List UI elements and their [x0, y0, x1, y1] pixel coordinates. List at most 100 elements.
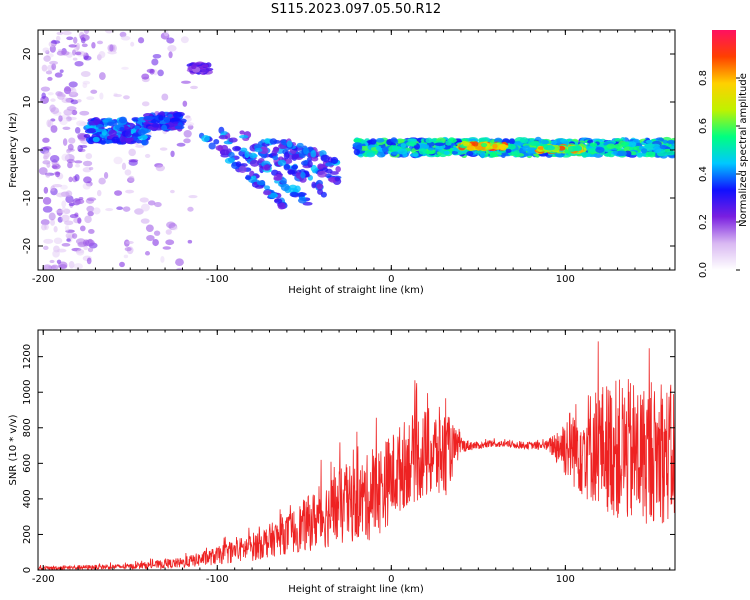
- heatmap-blob: [40, 219, 50, 226]
- heatmap-blob: [74, 212, 79, 217]
- heatmap-blob: [84, 215, 92, 224]
- heatmap-blob: [353, 148, 360, 156]
- snr-series-line: [38, 341, 675, 570]
- heatmap-blob: [123, 254, 129, 259]
- heatmap-blob: [124, 247, 132, 252]
- heatmap-blob: [616, 150, 628, 157]
- heatmap-blob: [144, 251, 151, 256]
- heatmap-blob: [167, 45, 177, 52]
- heatmap-blob: [96, 40, 104, 45]
- heatmap-blob: [71, 233, 78, 239]
- heatmap-blob: [122, 206, 131, 212]
- heatmap-blob: [40, 86, 51, 92]
- heatmap-blob: [228, 151, 235, 158]
- heatmap-blob: [82, 80, 91, 85]
- heatmap-blob: [53, 237, 63, 245]
- heatmap-blob: [300, 160, 309, 166]
- heatmap-blob: [604, 153, 612, 157]
- heatmap-blob: [41, 92, 46, 99]
- heatmap-blob: [105, 208, 114, 212]
- heatmap-blob: [589, 142, 598, 148]
- heatmap-blob: [640, 148, 648, 154]
- heatmap-blob: [391, 151, 399, 155]
- heatmap-blob: [434, 142, 445, 147]
- heatmap-blob: [48, 212, 56, 221]
- heatmap-blob: [645, 139, 653, 144]
- heatmap-blob: [614, 138, 624, 142]
- heatmap-blob: [232, 145, 242, 152]
- heatmap-blob: [86, 205, 95, 213]
- heatmap-blob: [70, 87, 77, 96]
- heatmap-blob: [50, 125, 58, 133]
- colorbar-tick-label: 0.8: [698, 70, 709, 86]
- heatmap-blob: [41, 224, 47, 231]
- heatmap-blob: [42, 137, 50, 143]
- heatmap-blob: [636, 152, 644, 158]
- heatmap-blob: [74, 160, 83, 164]
- heatmap-blob: [287, 169, 296, 175]
- heatmap-blob: [141, 101, 150, 107]
- heatmap-blob: [113, 156, 123, 165]
- snr-x-axis: -200 -100 0 100: [32, 330, 671, 585]
- heatmap-blob: [297, 192, 306, 198]
- heatmap-blob: [182, 100, 188, 107]
- heatmap-blob: [390, 137, 398, 143]
- heatmap-blob: [79, 225, 86, 232]
- heatmap-blob: [217, 144, 224, 152]
- heatmap-blob: [98, 177, 106, 185]
- heatmap-blob: [513, 142, 524, 146]
- heatmap-blob: [146, 234, 155, 242]
- heatmap-blob: [166, 221, 176, 229]
- heatmap-blob: [68, 261, 75, 269]
- heatmap-blob: [128, 175, 135, 182]
- heatmap-blob: [145, 224, 154, 232]
- heatmap-blob: [88, 229, 95, 234]
- x-tick-label: 0: [388, 274, 394, 285]
- heatmap-blob: [508, 151, 516, 156]
- y-tick-label: 0: [22, 567, 33, 573]
- heatmap-blob: [125, 138, 132, 144]
- heatmap-blob: [425, 150, 436, 155]
- heatmap-blob: [66, 36, 74, 41]
- heatmap-blob: [75, 51, 82, 56]
- heatmap-blob: [356, 144, 362, 150]
- heatmap-blob: [526, 147, 538, 154]
- heatmap-blob: [134, 125, 140, 131]
- heatmap-blob: [176, 142, 186, 147]
- heatmap-blob: [43, 55, 51, 62]
- heatmap-blob: [154, 201, 162, 208]
- heatmap-blob: [59, 69, 64, 73]
- heatmap-blob: [397, 139, 405, 144]
- heatmap-blob: [274, 198, 283, 204]
- heatmap-blob: [161, 124, 168, 131]
- heatmap-blob: [38, 167, 48, 175]
- heatmap-blob: [191, 64, 197, 70]
- heatmap-blob: [184, 121, 195, 127]
- heatmap-blob: [118, 116, 127, 124]
- heatmap-blob: [86, 96, 95, 101]
- x-tick-label: -100: [206, 574, 229, 585]
- heatmap-blob: [300, 171, 306, 179]
- heatmap-blob: [92, 136, 100, 143]
- heatmap-blob: [188, 194, 198, 199]
- heatmap-blob: [56, 192, 65, 198]
- heatmap-blob: [42, 47, 50, 53]
- heatmap-blob: [124, 130, 132, 138]
- heatmap-blob: [87, 211, 94, 217]
- heatmap-blob: [50, 98, 56, 102]
- heatmap-blob: [152, 54, 162, 59]
- heatmap-blob: [95, 128, 105, 132]
- heatmap-blob: [113, 93, 122, 98]
- heatmap-blob: [288, 187, 297, 194]
- heatmap-blob: [55, 35, 61, 42]
- colorbar: 0.0 0.2 0.4 0.6 0.8 Normalized spectral ampl…: [698, 30, 749, 278]
- heatmap-blob: [53, 226, 58, 233]
- heatmap-blob: [81, 43, 88, 48]
- heatmap-blob: [49, 259, 55, 264]
- heatmap-blob: [620, 141, 630, 146]
- heatmap-blob: [75, 42, 81, 51]
- heatmap-blob: [77, 144, 83, 152]
- heatmap-blob: [291, 153, 299, 159]
- heatmap-blob: [492, 143, 498, 149]
- heatmap-blob: [125, 240, 134, 245]
